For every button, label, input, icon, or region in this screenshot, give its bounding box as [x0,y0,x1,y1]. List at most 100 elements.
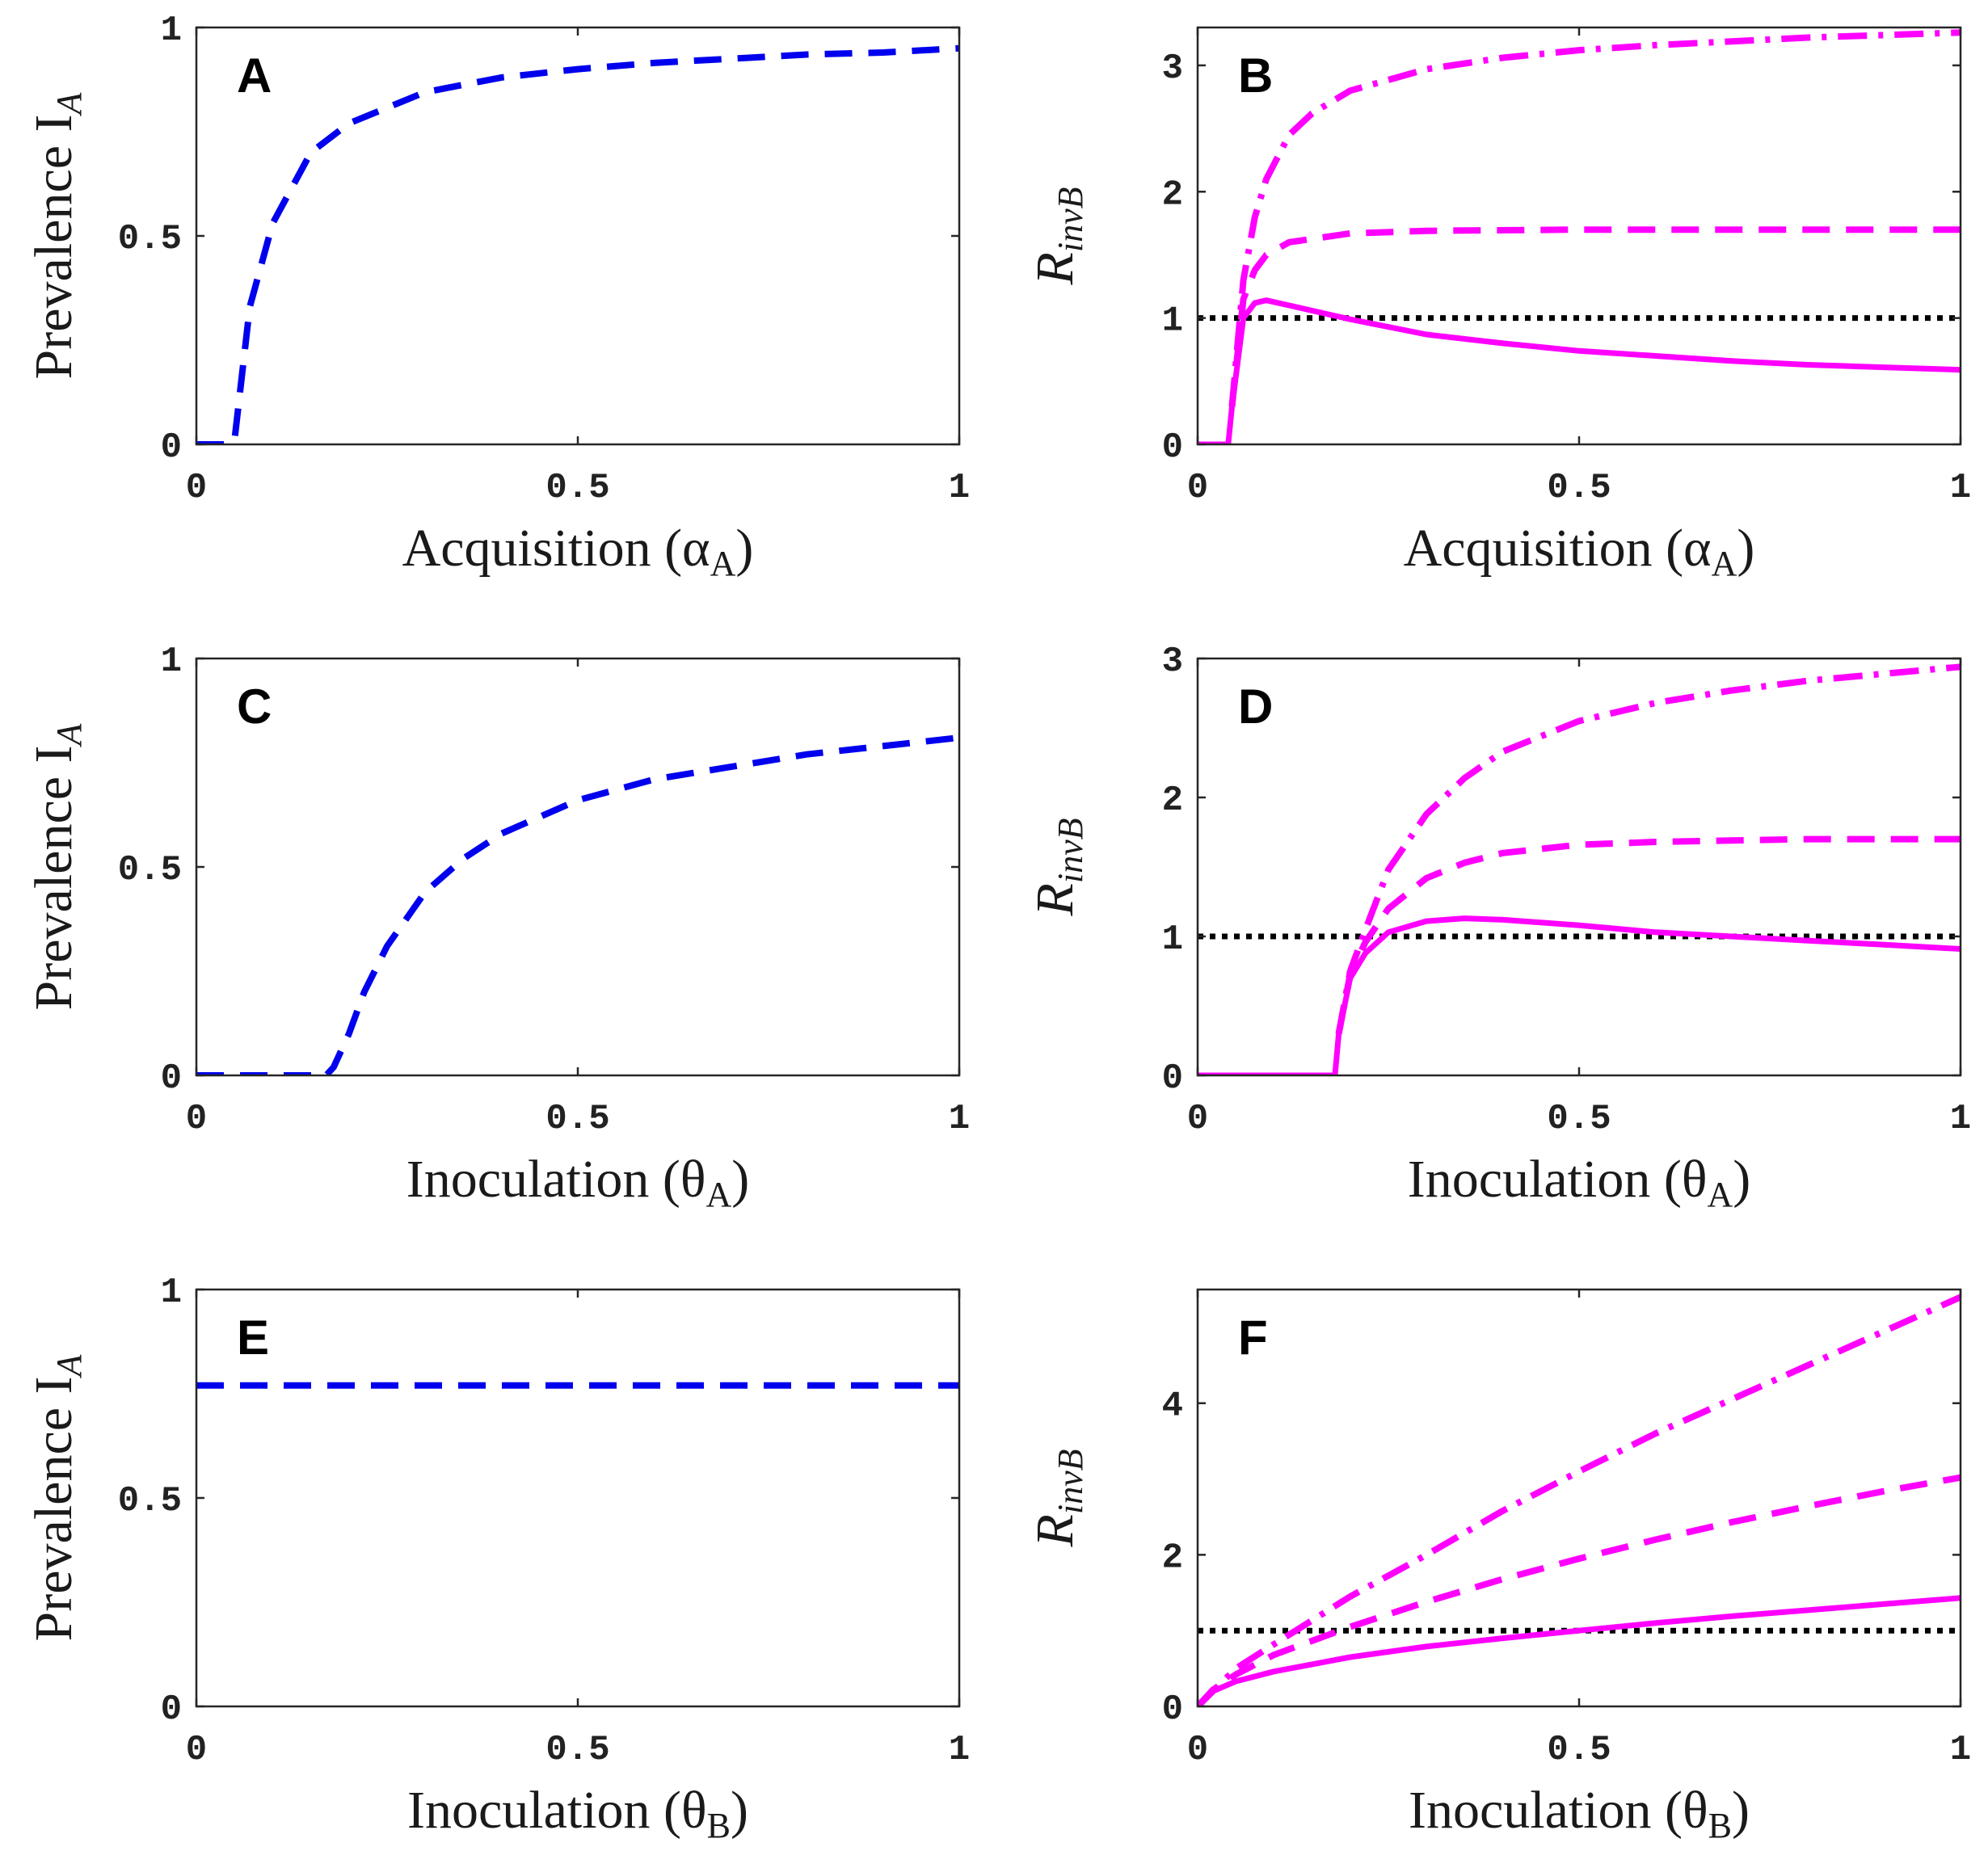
panel-letter: A [237,48,272,103]
y-tick-label: 1 [161,1273,182,1313]
x-axis-label-close: ) [731,1150,749,1209]
series-dashed-line [1198,1474,1961,1706]
x-axis-label-close: ) [1732,1781,1750,1840]
series-dashdot-line [1228,29,1961,407]
x-axis-label-close: ) [1737,519,1754,578]
panel-letter: D [1238,679,1273,734]
plot-area [196,27,959,444]
y-axis-label-sub: A [49,91,89,116]
x-tick-label: 1 [949,1099,970,1139]
x-tick-label: 0.5 [1547,1730,1611,1770]
x-axis-label-close: ) [735,519,753,578]
y-tick-label: 1 [161,11,182,51]
y-tick-label: 0 [1162,1689,1183,1730]
panel-b: 0 0.5 1 0 1 2 3 B Acquisition (αA) RinvB [1026,26,1971,583]
y-tick-label: 0.5 [118,1481,182,1521]
y-axis-label-sub: A [49,722,89,747]
y-tick-label: 0.5 [118,219,182,259]
x-axis-label: Inoculation (θB) [407,1781,748,1845]
x-axis-label: Inoculation (θA) [406,1150,749,1214]
y-axis-label: RinvB [1026,187,1090,286]
y-tick-label: 0 [1162,427,1183,468]
y-tick-label: 3 [1162,48,1183,89]
x-tick-label: 0 [1187,1730,1208,1770]
x-tick-label: 0 [186,1730,207,1770]
x-axis-label: Inoculation (θB) [1409,1781,1750,1845]
panel-letter: C [237,679,272,734]
y-axis-label-main: R [1026,883,1085,916]
y-axis-label-main: Prevalence I [24,1376,83,1641]
y-axis-label-main: R [1026,1514,1085,1547]
x-axis-label-main: Inoculation (θ [1409,1781,1708,1840]
x-axis-label-sub: B [1708,1806,1732,1845]
panel-letter: E [237,1311,269,1365]
y-axis-label-sub: invB [1051,818,1090,884]
y-tick-label: 2 [1162,175,1183,215]
y-tick-label: 2 [1162,1538,1183,1578]
y-axis-label-main: Prevalence I [24,745,83,1010]
y-axis-label-main: R [1026,252,1085,285]
y-tick-label: 0.5 [118,850,182,890]
x-tick-label: 0 [1187,1099,1208,1139]
series-prevalence-line [196,44,959,444]
x-tick-label: 0.5 [545,468,609,508]
y-tick-label: 0 [1162,1058,1183,1099]
y-tick-label: 1 [1162,919,1183,960]
x-axis-label-main: Acquisition (α [402,519,710,578]
x-tick-label: 0.5 [1547,1099,1611,1139]
y-tick-label: 1 [1162,301,1183,342]
x-tick-label: 1 [949,468,970,508]
y-axis-label: Prevalence IA [24,722,89,1010]
panel-letter: F [1238,1311,1268,1365]
x-axis-label-sub: B [707,1806,731,1845]
panel-d: 0 0.5 1 0 1 2 3 D Inoculation (θA) RinvB [1026,642,1971,1214]
x-axis-label: Inoculation (θA) [1408,1150,1750,1214]
series-solid-line [1198,1595,1961,1706]
y-axis-label-main: Prevalence I [24,114,83,379]
x-axis-label-sub: A [710,544,736,583]
x-tick-label: 0.5 [1547,468,1611,508]
x-tick-label: 0.5 [545,1730,609,1770]
x-axis-label-main: Inoculation (θ [1408,1150,1708,1209]
x-tick-label: 1 [1950,1099,1971,1139]
x-axis-label-close: ) [731,1781,748,1840]
y-axis-label-sub: invB [1051,1449,1090,1515]
plot-area [196,1290,959,1706]
y-tick-label: 4 [1162,1386,1183,1427]
y-tick-label: 1 [161,642,182,682]
panel-letter: B [1238,48,1273,103]
y-tick-label: 2 [1162,780,1183,821]
y-tick-label: 0 [161,1058,182,1099]
x-axis-label-close: ) [1733,1150,1750,1209]
x-axis-label-sub: A [1712,544,1737,583]
series-dashdot-line [1198,1294,1961,1706]
y-tick-label: 0 [161,427,182,468]
plot-area [1198,658,1961,1075]
series-dashed-line [1335,835,1961,1035]
y-axis-label-sub: A [49,1353,89,1378]
panel-e: 0 0.5 1 0 0.5 1 E Inoculation (θB) Prevalence IA [24,1273,970,1845]
plot-area [1198,27,1961,444]
x-tick-label: 1 [1950,1730,1971,1770]
y-tick-label: 0 [161,1689,182,1730]
x-axis-label: Acquisition (αA) [402,519,754,583]
x-tick-label: 0.5 [545,1099,609,1139]
y-axis-label: RinvB [1026,1449,1090,1548]
x-tick-label: 0 [186,1099,207,1139]
y-axis-label: Prevalence IA [24,91,89,379]
x-axis-label: Acquisition (αA) [1404,519,1755,583]
x-axis-label-main: Inoculation (θ [406,1150,706,1209]
y-axis-label-sub: invB [1051,187,1090,253]
y-tick-label: 3 [1162,642,1183,682]
x-tick-label: 1 [949,1730,970,1770]
x-tick-label: 0 [186,468,207,508]
panel-f: 0 0.5 1 0 2 4 F Inoculation (θB) RinvB [1026,1288,1971,1845]
x-tick-label: 1 [1950,468,1971,508]
x-axis-label-sub: A [1707,1175,1733,1214]
series-prevalence-line [196,734,959,1075]
y-axis-label: Prevalence IA [24,1353,89,1641]
x-axis-label-main: Inoculation (θ [407,1781,707,1840]
